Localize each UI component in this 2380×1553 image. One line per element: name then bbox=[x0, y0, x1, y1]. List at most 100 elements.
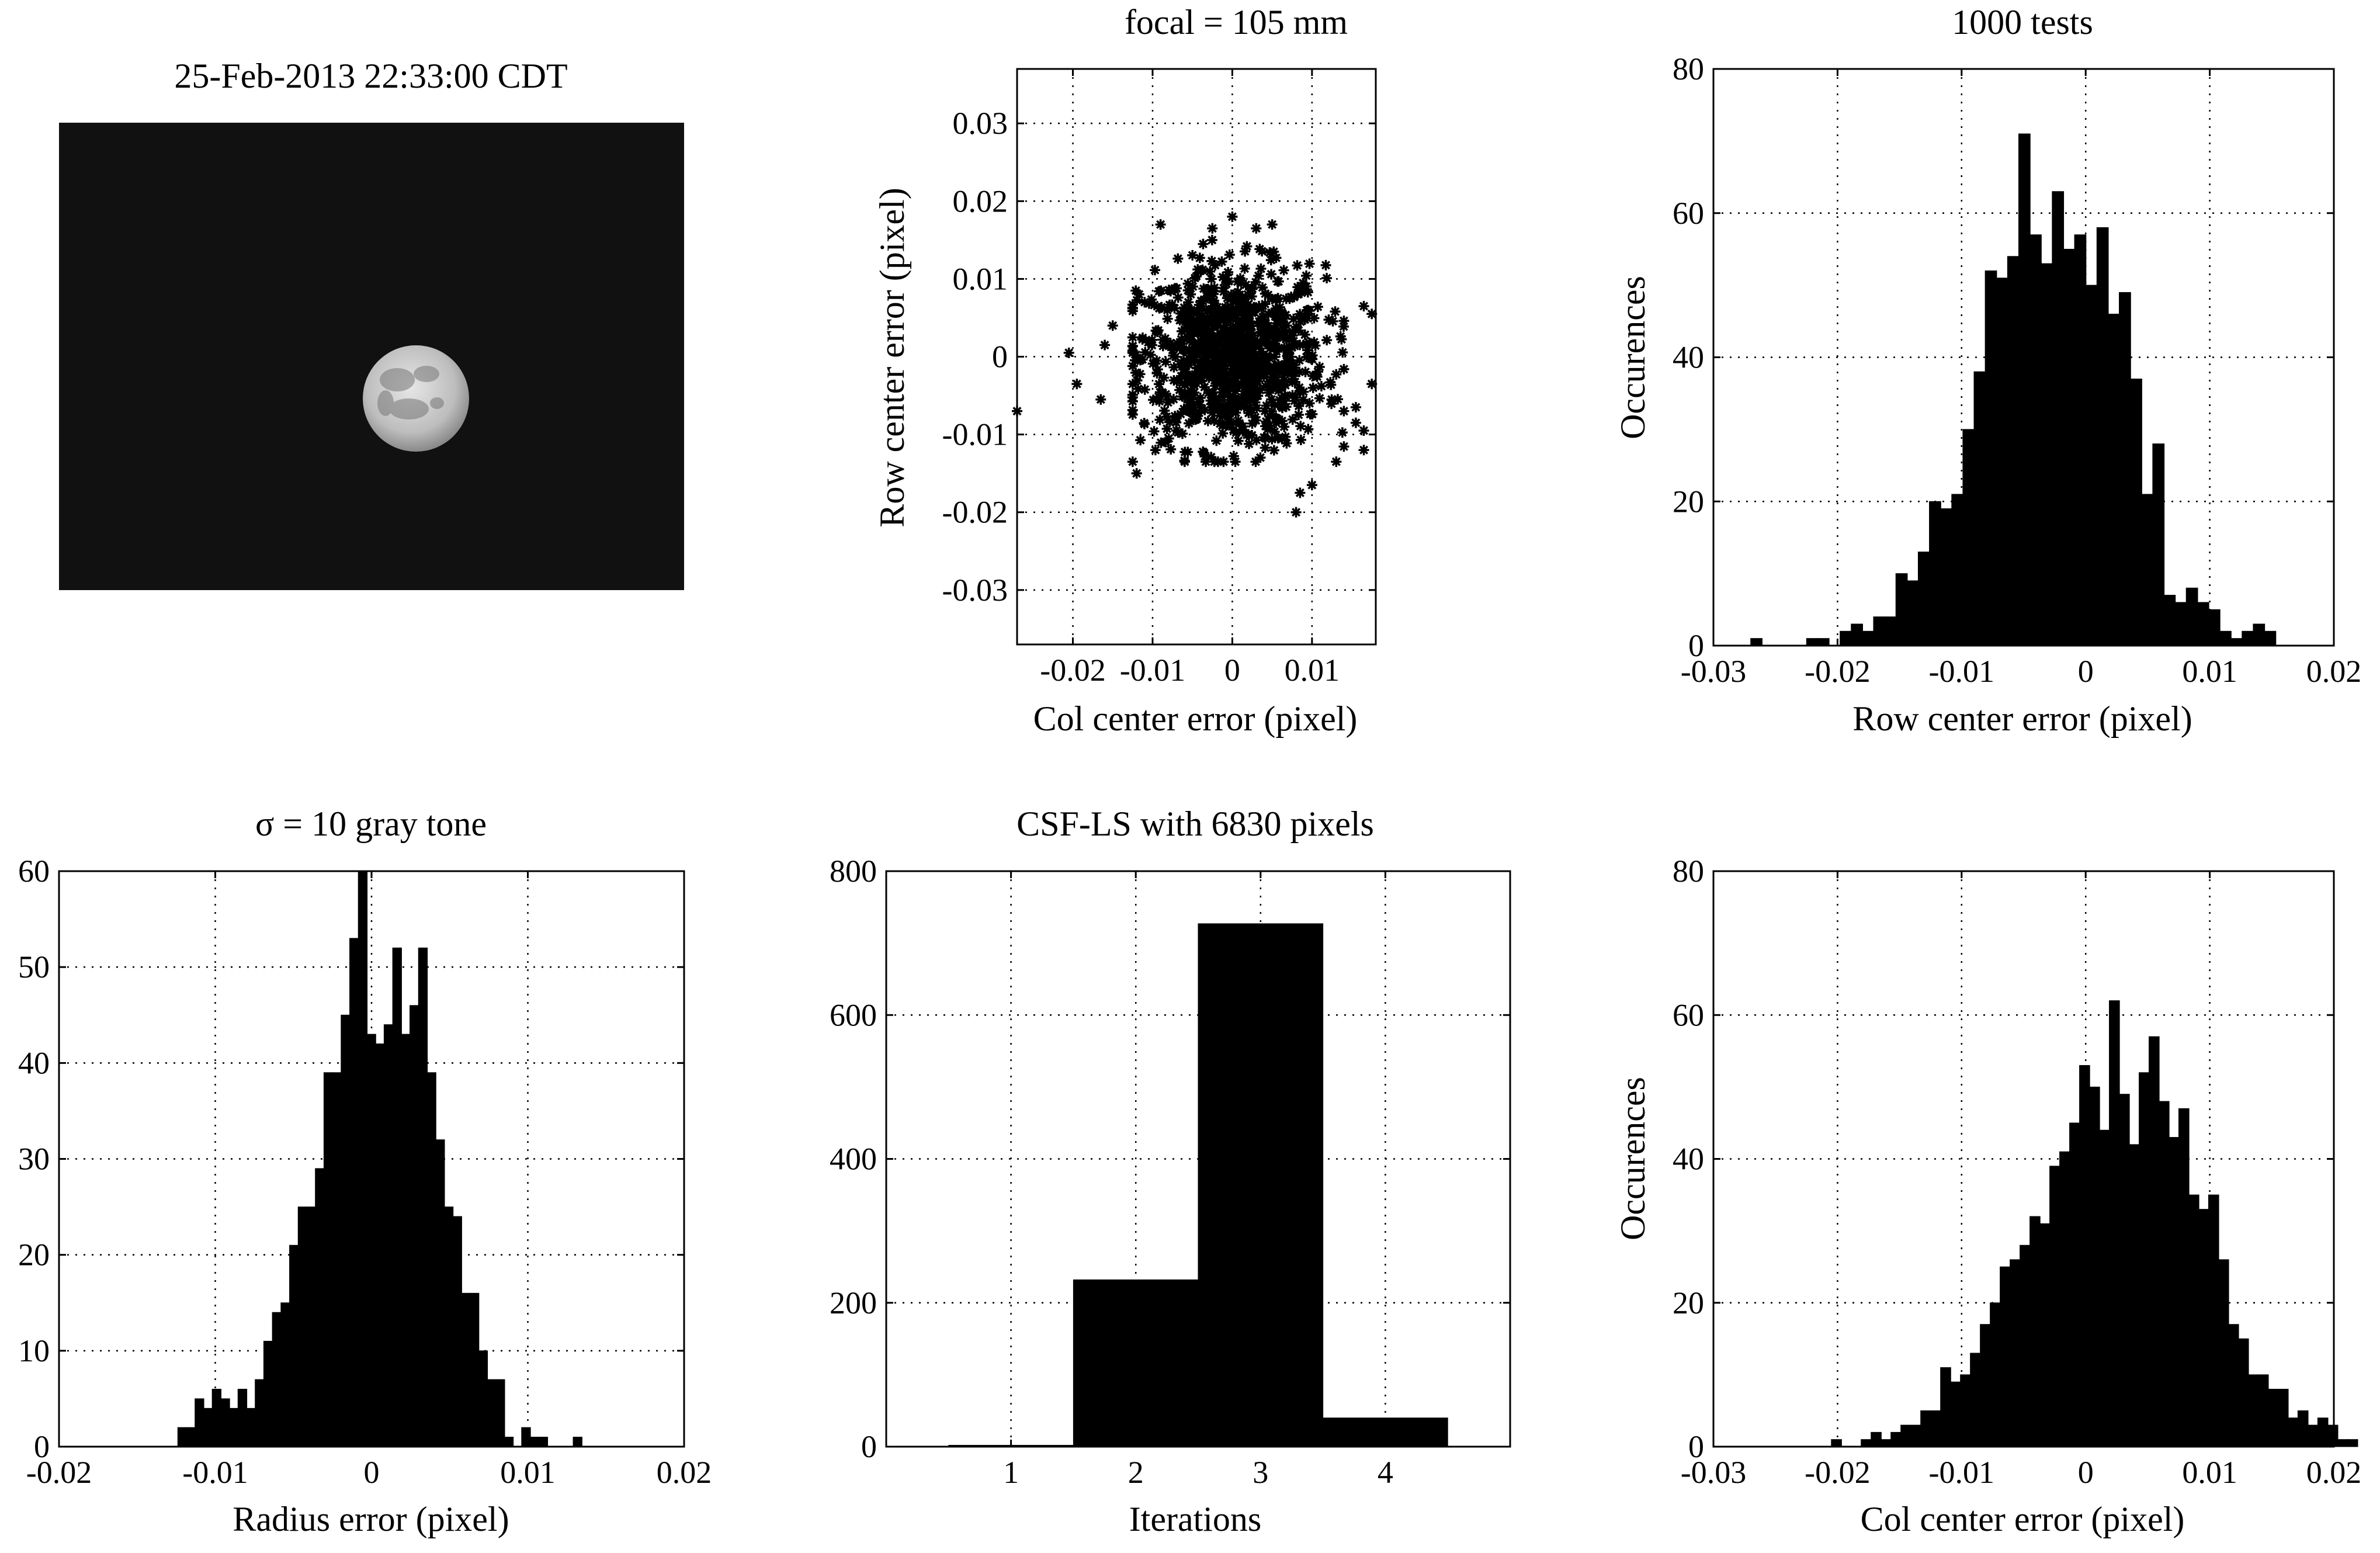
scatter-point bbox=[1063, 347, 1074, 358]
scatter-point bbox=[1253, 390, 1264, 401]
scatter-point bbox=[1184, 359, 1195, 370]
histogram-bar bbox=[2139, 1072, 2150, 1447]
histogram-bar bbox=[2287, 1417, 2299, 1447]
histogram-bar bbox=[203, 1408, 213, 1447]
scatter-point bbox=[1255, 452, 1266, 463]
scatter-point bbox=[1107, 320, 1118, 331]
scatter-point bbox=[1196, 314, 1208, 325]
histogram-bar bbox=[504, 1437, 514, 1447]
histogram-bar bbox=[418, 947, 428, 1447]
histogram-bar bbox=[2107, 313, 2120, 646]
scatter-point bbox=[1289, 376, 1300, 387]
scatter-point bbox=[1217, 420, 1228, 431]
histogram-bar bbox=[186, 1427, 196, 1447]
histogram-bar bbox=[1985, 270, 1997, 646]
y-tick-label: 800 bbox=[830, 854, 877, 889]
scatter-point bbox=[1258, 335, 1269, 346]
scatter-point bbox=[1172, 253, 1184, 264]
scatter-point bbox=[1306, 480, 1317, 491]
scatter-point bbox=[1288, 313, 1299, 324]
scatter-point bbox=[1366, 379, 1378, 390]
scatter-point bbox=[1312, 301, 1323, 313]
scatter-point bbox=[1260, 359, 1271, 370]
col-hist-panel: -0.03 -0.02 -0.01 0 0.01 0.02 0 20 40 60 80 Col ce… bbox=[1614, 854, 2361, 1538]
scatter-point bbox=[1280, 377, 1291, 388]
histogram-bar bbox=[470, 1292, 480, 1447]
histogram-bar bbox=[341, 1014, 351, 1447]
scatter-point bbox=[1241, 241, 1253, 252]
scatter-point bbox=[1208, 366, 1219, 377]
scatter-point bbox=[1222, 399, 1233, 410]
histogram-bar bbox=[2188, 1194, 2199, 1447]
scatter-point bbox=[1179, 391, 1190, 403]
scatter-point bbox=[1234, 332, 1245, 343]
scatter-point bbox=[1210, 380, 1221, 391]
scatter-point bbox=[1162, 313, 1173, 324]
scatter-point bbox=[1246, 389, 1257, 400]
chart-title: σ = 10 gray tone bbox=[255, 805, 487, 843]
scatter-point bbox=[1336, 334, 1347, 345]
scatter-point bbox=[1252, 336, 1263, 347]
scatter-point bbox=[1244, 402, 1255, 413]
scatter-point bbox=[1224, 331, 1236, 342]
scatter-point bbox=[1310, 340, 1321, 351]
histogram-bar bbox=[435, 1139, 445, 1447]
histogram-bar bbox=[315, 1168, 325, 1447]
scatter-point bbox=[1157, 341, 1168, 352]
histogram-bar bbox=[2119, 292, 2131, 646]
scatter-point bbox=[1218, 286, 1229, 297]
scatter-point bbox=[1227, 296, 1238, 307]
scatter-point bbox=[1208, 297, 1219, 308]
scatter-point bbox=[1330, 306, 1341, 317]
scatter-point bbox=[1182, 278, 1194, 289]
scatter-point bbox=[1221, 375, 1232, 386]
scatter-point bbox=[1257, 282, 1268, 293]
scatter-point bbox=[1198, 345, 1209, 356]
chart-title: 1000 tests bbox=[1952, 3, 2093, 41]
histogram-bar bbox=[2079, 1065, 2090, 1447]
histogram-bar bbox=[392, 947, 402, 1447]
scatter-point bbox=[1323, 314, 1334, 325]
scatter-point bbox=[1204, 336, 1215, 347]
histogram-bar bbox=[426, 1072, 436, 1447]
histogram-bar bbox=[2089, 1086, 2100, 1447]
scatter-point bbox=[1213, 335, 1224, 346]
scatter-point bbox=[1210, 345, 1222, 356]
y-tick-label: 60 bbox=[1673, 997, 1704, 1032]
scatter-point bbox=[1288, 370, 1299, 382]
scatter-point bbox=[1243, 407, 1254, 418]
scatter-point bbox=[1227, 353, 1238, 365]
scatter-point bbox=[1202, 344, 1213, 355]
scatter-point bbox=[1265, 255, 1276, 266]
scatter-point bbox=[1160, 333, 1171, 344]
scatter-point bbox=[1135, 435, 1146, 446]
scatter-point bbox=[1220, 329, 1231, 340]
histogram-bar bbox=[1940, 1367, 1951, 1447]
scatter-point bbox=[1246, 327, 1257, 338]
histogram-bar bbox=[495, 1379, 505, 1447]
histogram-bar bbox=[2337, 1439, 2348, 1447]
y-tick-label: 0.01 bbox=[953, 261, 1008, 296]
scatter-point bbox=[1250, 412, 1261, 423]
scatter-point bbox=[1249, 304, 1260, 315]
scatter-point bbox=[1168, 350, 1179, 361]
scatter-point bbox=[1206, 324, 1217, 335]
y-tick-label: 0 bbox=[861, 1429, 877, 1464]
histogram-bar bbox=[246, 1408, 256, 1447]
histogram-bar bbox=[1198, 923, 1324, 1447]
scatter-point bbox=[1246, 291, 1257, 302]
scatter-point bbox=[1299, 329, 1310, 340]
histogram-bar bbox=[1920, 1410, 1931, 1447]
scatter-point bbox=[1194, 360, 1205, 372]
scatter-point bbox=[1181, 376, 1192, 387]
scatter-point bbox=[1099, 339, 1111, 351]
x-tick-label: 0 bbox=[364, 1455, 380, 1490]
scatter-point bbox=[1297, 394, 1309, 405]
scatter-point bbox=[1286, 330, 1297, 341]
scatter-point bbox=[1366, 308, 1378, 320]
scatter-point bbox=[1251, 223, 1262, 234]
histogram-bar bbox=[2277, 1389, 2289, 1447]
scatter-point bbox=[1294, 355, 1305, 366]
x-tick-label: 0 bbox=[2078, 1455, 2094, 1490]
scatter-point bbox=[1224, 249, 1235, 261]
